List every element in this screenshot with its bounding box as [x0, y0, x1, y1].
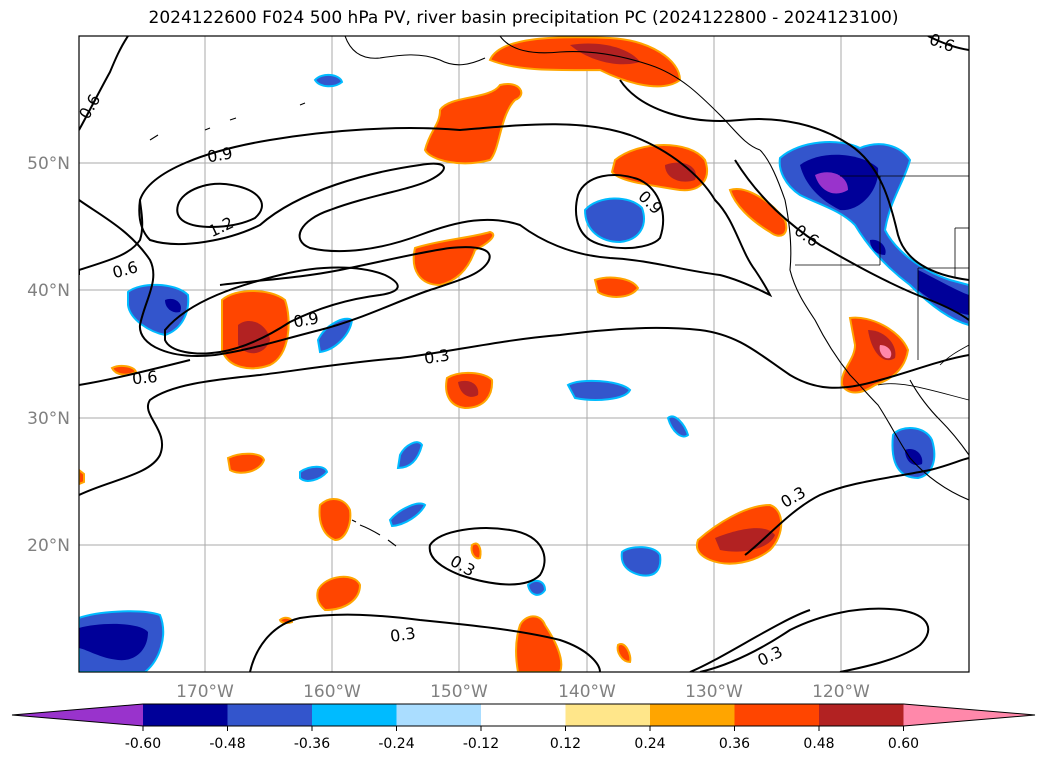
coastlines [149, 36, 969, 547]
lon-label: 130°W [685, 682, 743, 702]
colorbar-segment [819, 704, 904, 726]
colorbar-tick-label: 0.48 [803, 736, 834, 752]
precip-blob-baja-max [879, 345, 892, 359]
colorbar-tick-label: -0.12 [463, 736, 499, 752]
contour-0.6-lower [79, 359, 191, 386]
map-area [79, 36, 969, 672]
negative-precip-areas [79, 74, 969, 672]
colorbar-tick-label: -0.24 [378, 736, 414, 752]
precip-blob-coast [728, 188, 788, 237]
colorbar-segment [565, 704, 651, 726]
contour-0.6-upper [79, 199, 144, 271]
colorbar-segment [143, 704, 228, 726]
colorbar: -0.60 -0.48 -0.36 -0.24 -0.12 0.12 0.24 0.36 0.4… [11, 703, 1036, 752]
lon-label: 150°W [430, 682, 488, 702]
contour-0.9-west [164, 266, 399, 355]
lat-label: 40°N [27, 281, 70, 301]
lat-label: 30°N [27, 409, 70, 429]
contour-label: 0.6 [131, 367, 158, 388]
latitude-labels: 50°N 40°N 30°N 20°N [27, 154, 70, 556]
precip-neg-small5 [526, 579, 547, 596]
contour-0.6-gulf [619, 79, 969, 281]
precip-neg-mid3 [666, 415, 690, 438]
colorbar-segment [481, 704, 566, 726]
precip-blob-subtrop-core [715, 528, 775, 552]
lon-label: 160°W [303, 682, 361, 702]
precip-neg-center [583, 197, 645, 244]
colorbar-extend-max [903, 704, 1035, 726]
longitude-labels: 170°W 160°W 150°W 140°W 130°W 120°W [176, 682, 870, 702]
precip-blob-small1 [593, 276, 640, 298]
colorbar-tick-label: 0.36 [719, 736, 750, 752]
contour-0.3-right-bottom [689, 609, 811, 672]
positive-precip-areas [79, 36, 910, 672]
colorbar-segment [312, 704, 397, 726]
contour-label: 0.3 [423, 345, 451, 367]
precip-neg-pnw-max [815, 172, 848, 194]
precip-blob-gulf [423, 83, 523, 165]
precip-neg-sw-core [79, 623, 148, 661]
precip-neg-baja-core [905, 449, 923, 466]
precip-neg-pnw-core2 [918, 270, 969, 315]
precip-blob-south2 [514, 615, 563, 672]
precip-blob-mid-south-core [458, 380, 479, 397]
precip-blob-hawaii [318, 498, 352, 542]
contour-0.3-main [79, 326, 969, 496]
colorbar-tick-label: -0.36 [294, 736, 330, 752]
colorbar-tick-label: -0.60 [125, 736, 161, 752]
precip-neg-small1 [396, 441, 424, 470]
precip-blob-small3 [616, 643, 632, 664]
lat-label: 20°N [27, 536, 70, 556]
contour-1.2 [176, 182, 263, 228]
contour-0.3-loop [428, 527, 546, 586]
contour-0.6-ne [927, 36, 969, 51]
colorbar-extend-min [12, 704, 143, 726]
colorbar-tick-label: -0.48 [209, 736, 245, 752]
precip-neg-small6 [313, 74, 344, 88]
map-frame [78, 35, 970, 673]
colorbar-segment [227, 704, 313, 726]
colorbar-tick-label: 0.24 [634, 736, 665, 752]
contour-0.9-circle [575, 174, 665, 250]
lat-label: 50°N [27, 154, 70, 174]
lon-label: 120°W [812, 682, 870, 702]
precip-blob-tiny2 [226, 452, 266, 474]
precip-neg-west-core [165, 298, 181, 313]
precip-blob-south1 [316, 575, 362, 612]
lon-label: 140°W [558, 682, 616, 702]
precip-neg-small3 [388, 502, 427, 528]
contour-0.6-corner [79, 36, 129, 131]
contour-0.3-bottom [249, 613, 601, 672]
pv-contours [79, 36, 969, 672]
contour-0.3-bottom-right [699, 607, 930, 672]
precip-neg-small4 [620, 546, 662, 577]
precip-blob-mid [412, 230, 495, 287]
precip-blob-small2 [470, 542, 482, 560]
lon-label: 170°W [176, 682, 234, 702]
contour-label: 0.3 [389, 623, 417, 645]
contour-label: 0.9 [292, 308, 320, 331]
precip-neg-pnw-core3 [870, 239, 886, 255]
chart-title: 2024122600 F024 500 hPa PV, river basin … [148, 8, 899, 28]
precip-blob-edge [79, 468, 85, 486]
precip-neg-small2 [299, 465, 329, 482]
precip-blob-ne-core [665, 162, 696, 182]
contour-0.6-coast [734, 159, 969, 321]
colorbar-tick-label: 0.60 [888, 736, 919, 752]
colorbar-segment [650, 704, 735, 726]
contour-0.6-outer [79, 199, 491, 357]
precip-blob-tiny1 [110, 364, 138, 376]
precip-neg-mid2 [566, 379, 632, 401]
contour-label: 0.9 [206, 143, 234, 166]
colorbar-segment [734, 704, 820, 726]
colorbar-tick-label: 0.12 [550, 736, 581, 752]
contour-0.9-north [138, 123, 773, 298]
colorbar-segment [396, 704, 482, 726]
contour-0.3-right [744, 457, 969, 556]
